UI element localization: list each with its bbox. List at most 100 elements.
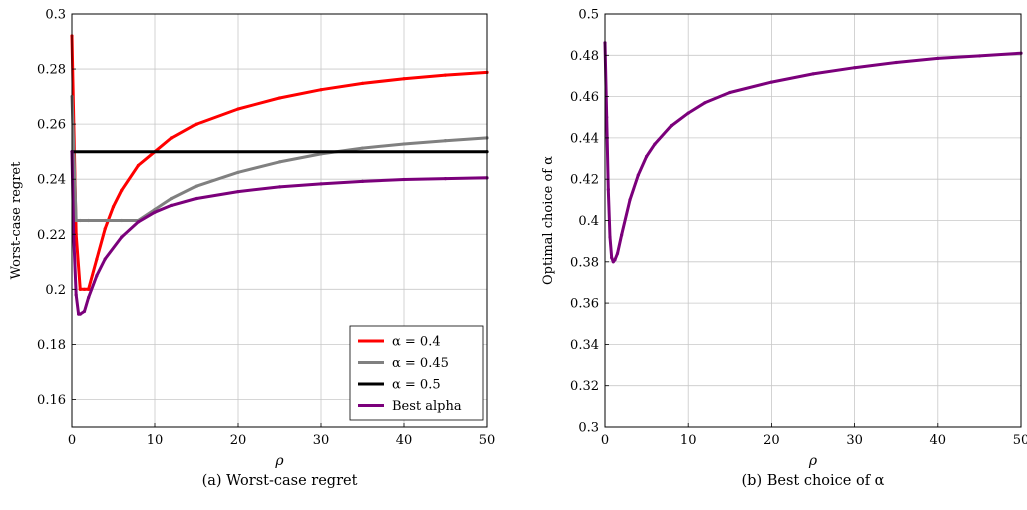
data-point: [82, 309, 87, 313]
y-tick-label: 0.34: [570, 338, 599, 353]
series-line-0: [603, 41, 1023, 264]
plot-frame: [71, 13, 488, 428]
data-point: [443, 177, 448, 181]
y-tick-label: 0.18: [37, 338, 66, 353]
data-point: [402, 177, 406, 182]
y-tick-label: 0.48: [570, 49, 599, 64]
data-point: [636, 173, 640, 177]
data-point: [977, 54, 982, 58]
legend-label: α = 0.4: [392, 335, 441, 350]
y-tick-label: 0.46: [570, 90, 599, 105]
data-point: [120, 235, 124, 239]
optimal-alpha-chart: 0 10 20 30 40 50 0.3 0.32 0.34 0.36 0.38 0.4 0.42 0.4…: [541, 8, 1027, 490]
y-tick-label: 0.3: [578, 421, 599, 436]
legend-label: α = 0.45: [392, 356, 449, 371]
x-tick-label: 40: [930, 433, 947, 448]
data-point: [606, 187, 610, 192]
y-tick-label: 0.38: [570, 255, 599, 270]
y-tick-label: 0.44: [570, 131, 599, 146]
legend-label: α = 0.5: [392, 378, 441, 393]
data-point: [686, 111, 690, 115]
x-tick-label: 20: [230, 433, 247, 448]
y-axis-label: Worst-case regret: [9, 161, 24, 279]
data-point: [74, 218, 78, 223]
x-axis-label: ρ: [274, 453, 284, 469]
data-point: [87, 287, 91, 291]
y-tick-label: 0.36: [570, 297, 599, 312]
data-point: [87, 218, 91, 223]
data-point: [443, 139, 448, 143]
y-tick-label: 0.28: [37, 63, 66, 78]
x-tick-label: 40: [396, 433, 413, 448]
data-point: [319, 88, 323, 92]
legend-label: Best alpha: [392, 399, 462, 414]
data-point: [811, 72, 815, 76]
legend-entry-best-alpha: Best alpha: [358, 399, 462, 414]
data-point: [78, 312, 82, 316]
data-point: [82, 287, 87, 291]
data-point: [111, 205, 116, 209]
data-point: [120, 188, 124, 192]
data-point: [194, 184, 199, 188]
x-tick-label: 50: [479, 433, 496, 448]
data-point: [87, 295, 91, 300]
y-tick-label: 0.3: [45, 8, 66, 23]
data-point: [728, 90, 732, 95]
data-point: [170, 196, 174, 201]
series-line-1: [70, 95, 489, 222]
data-point: [103, 227, 107, 231]
x-tick-label: 10: [147, 433, 164, 448]
y-tick-label: 0.24: [37, 173, 66, 188]
data-point: [620, 233, 624, 237]
data-point: [170, 203, 174, 207]
data-point: [769, 80, 774, 84]
data-point: [236, 189, 240, 194]
data-point: [170, 136, 174, 140]
data-point: [443, 73, 448, 77]
data-point: [402, 142, 406, 146]
data-point: [653, 142, 657, 146]
y-tick-label: 0.32: [570, 379, 599, 394]
y-axis-label: Optimal choice of α: [541, 156, 556, 285]
data-point: [277, 96, 282, 100]
data-point: [628, 198, 632, 202]
data-point: [74, 293, 78, 297]
data-point: [615, 251, 620, 256]
data-point: [319, 182, 323, 186]
series-line-3: [70, 150, 489, 316]
x-tick-label: 30: [313, 433, 330, 448]
y-tick-label: 0.4: [578, 214, 599, 229]
legend-entry-alpha-0-45: α = 0.45: [358, 356, 449, 371]
data-point: [78, 218, 82, 223]
data-point: [194, 196, 199, 201]
x-tick-label: 20: [763, 433, 780, 448]
caption: (a) Worst-case regret: [202, 473, 358, 489]
series-lines: [70, 34, 489, 316]
grid-lines: [604, 13, 1022, 428]
x-tick-label: 10: [680, 433, 697, 448]
data-point: [136, 220, 140, 224]
axis-ticks: 0 10 20 30 40 50 0.3 0.32 0.34 0.36 0.38 0.4 0.42 0.4…: [570, 8, 1027, 449]
series-lines: [603, 41, 1023, 264]
y-tick-label: 0.2: [45, 283, 66, 298]
data-point: [669, 123, 674, 128]
data-point: [78, 287, 82, 291]
data-point: [103, 257, 107, 261]
data-point: [645, 154, 649, 159]
axis-ticks: 0 10 20 30 40 50 0.16 0.18 0.2 0.22 0.24 0.26 0.28 0.…: [37, 8, 495, 449]
legend: α = 0.4 α = 0.45 α = 0.5 Best alpha: [349, 325, 484, 421]
x-tick-label: 0: [601, 433, 609, 448]
data-point: [605, 115, 609, 119]
data-point: [703, 101, 707, 105]
data-point: [613, 258, 617, 262]
data-point: [277, 185, 282, 189]
data-point: [402, 77, 406, 81]
data-point: [136, 163, 140, 168]
data-point: [360, 81, 365, 85]
data-point: [894, 60, 898, 65]
data-point: [95, 273, 99, 278]
data-point: [360, 179, 365, 184]
data-point: [74, 232, 78, 236]
x-tick-label: 50: [1013, 433, 1027, 448]
